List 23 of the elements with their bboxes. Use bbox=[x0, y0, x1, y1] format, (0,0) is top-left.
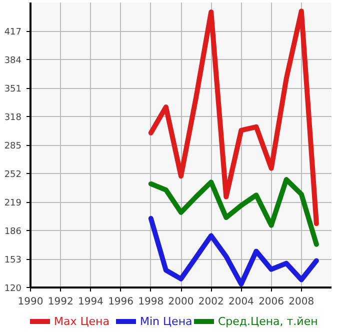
x-tick-label: 1994 bbox=[78, 296, 104, 308]
legend-label: Max Цена bbox=[54, 314, 110, 328]
x-tick-label: 2004 bbox=[228, 296, 254, 308]
y-tick-label: 384 bbox=[4, 56, 22, 66]
x-tick-label: 2002 bbox=[198, 296, 224, 308]
legend-label: Min Цена bbox=[140, 314, 192, 328]
x-tick-label: 2000 bbox=[168, 296, 194, 308]
y-tick-label: 219 bbox=[4, 198, 22, 208]
y-tick-label: 285 bbox=[4, 142, 22, 152]
x-tick-label: 2006 bbox=[258, 296, 284, 308]
x-tick-label: 1992 bbox=[48, 296, 74, 308]
y-tick-label: 120 bbox=[4, 284, 22, 294]
y-tick-label: 252 bbox=[4, 170, 22, 180]
y-tick-label: 186 bbox=[4, 227, 22, 237]
x-tick-label: 1996 bbox=[108, 296, 134, 308]
y-tick-label: 318 bbox=[4, 113, 22, 123]
y-tick-label: 417 bbox=[4, 28, 22, 38]
legend-label: Сред.Цена, т.йен bbox=[218, 314, 318, 328]
y-tick-label: 153 bbox=[4, 256, 22, 266]
x-tick-label: 1998 bbox=[138, 296, 164, 308]
x-tick-label: 2008 bbox=[288, 296, 314, 308]
x-tick-label: 1990 bbox=[18, 296, 44, 308]
y-tick-label: 351 bbox=[4, 84, 22, 94]
